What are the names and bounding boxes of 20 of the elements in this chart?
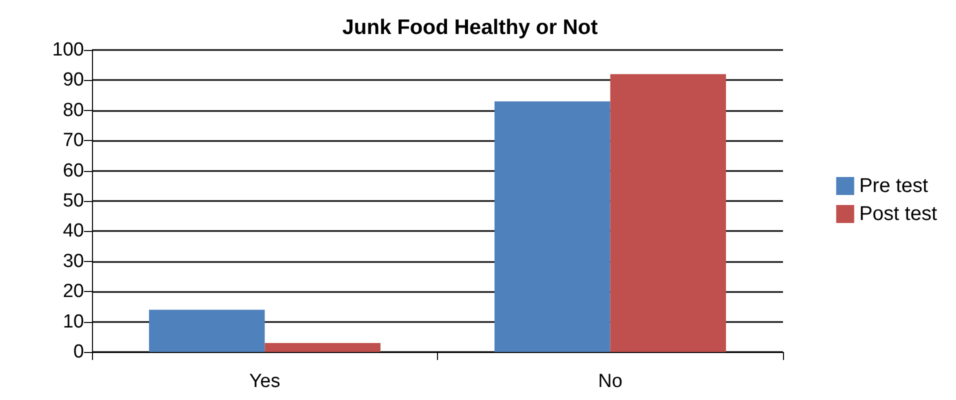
y-tick-label: 70 (62, 130, 84, 152)
y-tick-label: 30 (62, 250, 84, 272)
y-tick-label: 100 (52, 40, 84, 60)
y-tick-label: 90 (62, 70, 84, 91)
y-tick-label: 50 (62, 190, 84, 212)
y-tick-label: 80 (62, 100, 84, 121)
y-tick-label: 0 (73, 342, 84, 362)
y-tick-label: 10 (62, 311, 84, 332)
bar (264, 342, 380, 352)
bar (610, 74, 726, 352)
bar (149, 310, 265, 352)
legend-label: Pre test (859, 175, 929, 197)
x-tick-label: No (598, 371, 622, 392)
y-tick-label: 60 (62, 160, 84, 182)
y-tick-label: 20 (62, 281, 84, 302)
y-tick-label: 40 (62, 220, 84, 242)
chart-title: Junk Food Healthy or Not (342, 16, 598, 39)
bar (494, 101, 610, 352)
legend-label: Post test (859, 203, 938, 225)
x-tick-label: Yes (249, 371, 280, 392)
